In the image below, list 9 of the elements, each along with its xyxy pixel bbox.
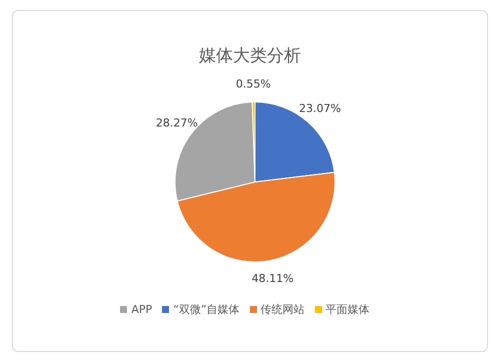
legend-label: 平面媒体	[326, 303, 370, 316]
legend-label: APP	[131, 303, 152, 316]
data-label: 28.27%	[156, 116, 198, 130]
data-label: 48.11%	[252, 272, 294, 285]
data-label: 0.55%	[236, 78, 271, 91]
chart-title: 媒体大类分析	[198, 45, 302, 67]
legend-label: 传统网站	[260, 303, 305, 316]
legend-label: “双微”自媒体	[173, 303, 240, 316]
data-label: 23.07%	[298, 102, 341, 116]
